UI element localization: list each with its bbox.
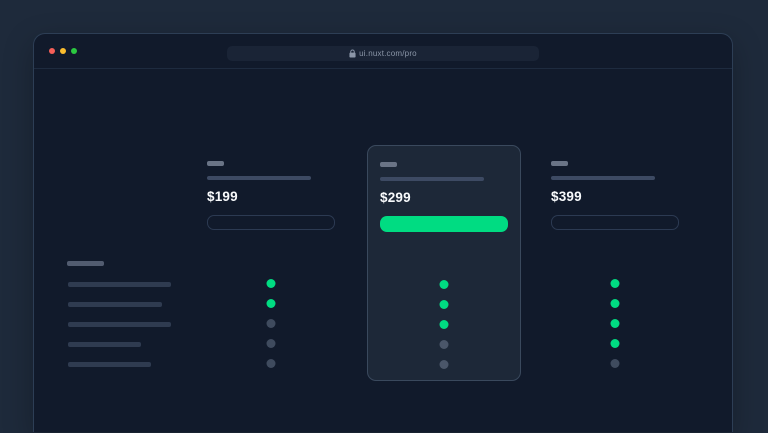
feature-included-dot xyxy=(610,279,620,288)
traffic-lights xyxy=(49,48,77,54)
feature-included-dot xyxy=(610,319,620,328)
maximize-button[interactable] xyxy=(71,48,77,54)
feature-excluded-dot xyxy=(266,359,276,368)
plan-subtitle-placeholder xyxy=(551,175,655,180)
plan-cta-button[interactable] xyxy=(551,215,679,230)
plan-cta-button[interactable] xyxy=(207,215,335,230)
feature-row-placeholder xyxy=(68,302,162,307)
feature-included-dot xyxy=(439,320,449,329)
plan-name-placeholder xyxy=(551,161,568,166)
close-button[interactable] xyxy=(49,48,55,54)
feature-row-placeholder xyxy=(68,282,171,287)
pricing-card-2-highlighted: $299 xyxy=(367,145,521,381)
feature-included-dot xyxy=(266,299,276,308)
feature-row-placeholder xyxy=(68,322,171,327)
plan-name-placeholder xyxy=(207,161,224,166)
plan-price: $299 xyxy=(380,190,411,205)
pricing-page: $199 $299 $399 xyxy=(34,69,732,433)
pricing-card-3: $399 xyxy=(551,145,679,381)
browser-window: ui.nuxt.com/pro $199 $299 $399 xyxy=(33,33,733,432)
feature-included-dot xyxy=(610,339,620,348)
feature-excluded-dot xyxy=(439,360,449,369)
plan-feature-dots xyxy=(610,279,620,368)
url-text: ui.nuxt.com/pro xyxy=(359,48,417,58)
plan-subtitle-placeholder xyxy=(207,175,311,180)
plan-cta-button[interactable] xyxy=(380,216,508,232)
plan-feature-dots xyxy=(439,280,449,369)
address-bar[interactable]: ui.nuxt.com/pro xyxy=(227,46,539,61)
plan-price: $199 xyxy=(207,189,238,204)
plan-subtitle-placeholder xyxy=(380,176,484,181)
minimize-button[interactable] xyxy=(60,48,66,54)
feature-list xyxy=(67,261,247,371)
pricing-card-1: $199 xyxy=(207,145,335,381)
feature-row-placeholder xyxy=(68,362,151,367)
plan-feature-dots xyxy=(266,279,276,368)
feature-excluded-dot xyxy=(266,339,276,348)
feature-list-header-placeholder xyxy=(67,261,104,266)
feature-included-dot xyxy=(439,280,449,289)
lock-icon xyxy=(349,49,356,58)
feature-included-dot xyxy=(439,300,449,309)
feature-row-placeholder xyxy=(68,342,141,347)
browser-titlebar: ui.nuxt.com/pro xyxy=(34,34,732,69)
feature-included-dot xyxy=(266,279,276,288)
feature-excluded-dot xyxy=(439,340,449,349)
plan-name-placeholder xyxy=(380,162,397,167)
plan-price: $399 xyxy=(551,189,582,204)
feature-included-dot xyxy=(610,299,620,308)
feature-excluded-dot xyxy=(266,319,276,328)
feature-excluded-dot xyxy=(610,359,620,368)
